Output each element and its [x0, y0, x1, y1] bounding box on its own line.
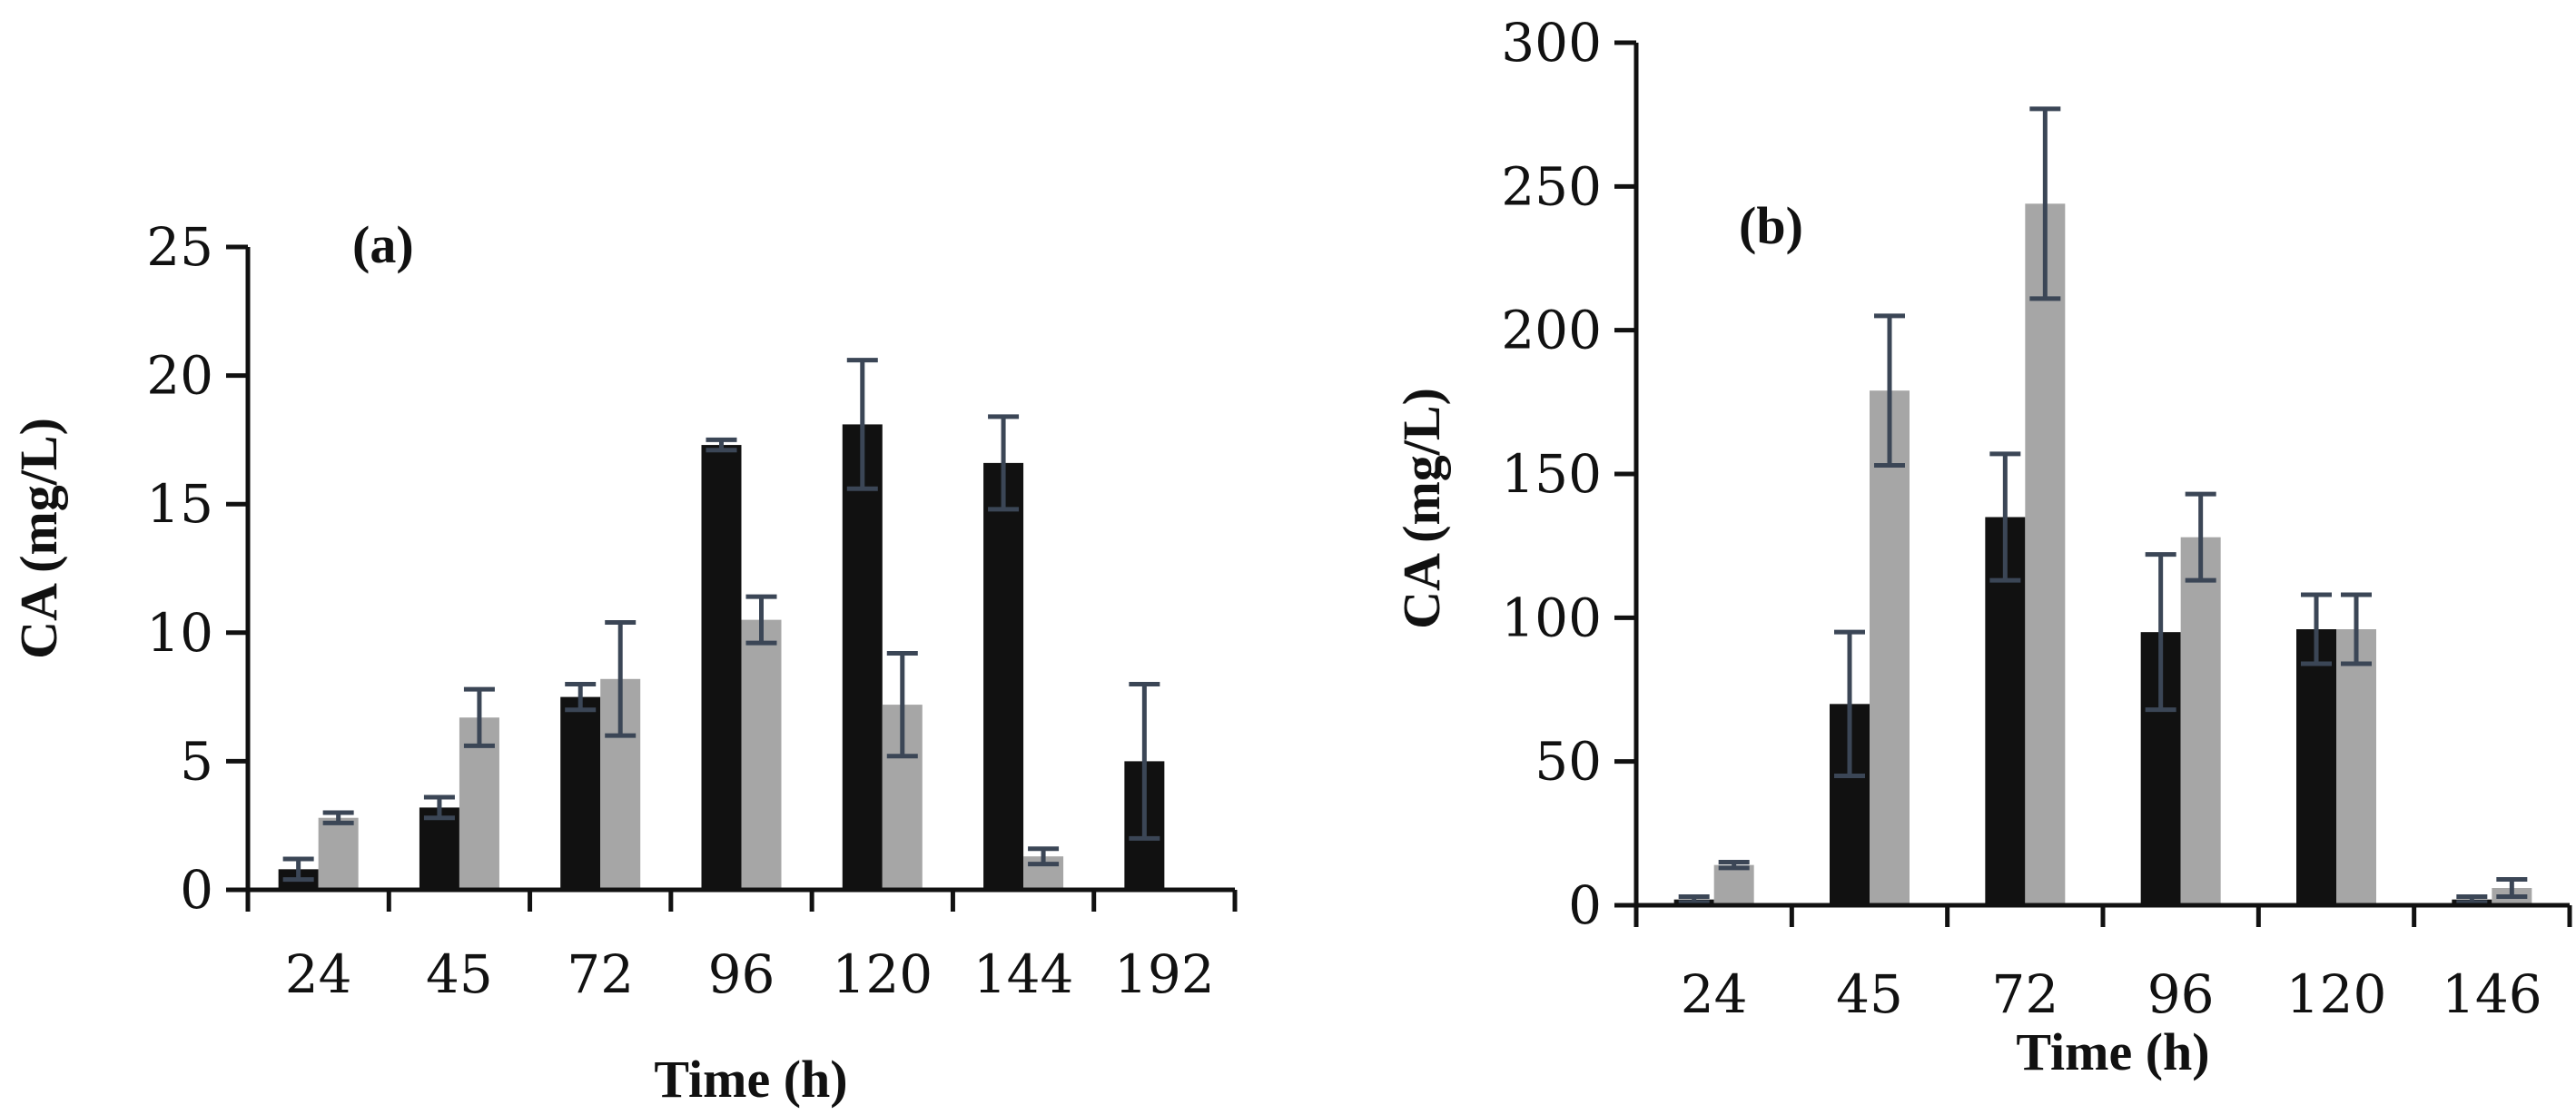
panel-a-y-tick-label: 0 — [180, 859, 213, 921]
panel-a-error-bar-series-2-24 — [322, 810, 354, 825]
panel-b-error-bar-series-2-45 — [1874, 313, 1905, 468]
panel-a-bar-series-1-144 — [983, 462, 1024, 890]
panel-a-bar-series-1-120 — [842, 424, 883, 891]
panel-b-y-axis-title: CA (mg/L) — [1392, 388, 1451, 629]
panel-a-x-tick-label-24: 24 — [285, 943, 352, 1005]
panel-b-error-bar-series-2-24 — [1718, 860, 1750, 871]
panel-a-bars — [278, 424, 1165, 891]
panel-b-y-ticks: 0 50 100 150 200 250 300 — [1501, 12, 1636, 936]
panel-a-x-tick-label-72: 72 — [567, 943, 634, 1005]
panel-b-x-tick-label-96: 96 — [2147, 963, 2215, 1025]
panel-a-y-axis-title: CA (mg/L) — [9, 418, 68, 659]
panel-a-x-axis-title: Time (h) — [654, 1050, 847, 1109]
panel-a-y-tick-label: 20 — [146, 345, 213, 407]
panel-b-error-bar-series-2-96 — [2185, 491, 2216, 583]
panel-a-bar-series-2-96 — [741, 619, 782, 890]
panel-b-bar-series-2-96 — [2180, 537, 2221, 905]
panel-b-axes — [1633, 43, 2570, 908]
chart-panel-a: (a) CA (mg/L) Time (h) 0 5 10 15 20 25 24 45 72… — [9, 215, 1238, 1109]
panel-b-error-bars — [1678, 106, 2528, 905]
panel-b-error-bar-series-2-120 — [2341, 592, 2372, 666]
panel-a-error-bar-series-1-24 — [282, 856, 314, 883]
panel-b-error-bar-series-1-45 — [1834, 629, 1865, 778]
panel-b-x-tick-label-24: 24 — [1681, 963, 1748, 1025]
panel-a-error-bar-series-2-96 — [745, 594, 777, 646]
panel-b-bar-series-2-45 — [1870, 390, 1910, 906]
panel-a-y-tick-label: 15 — [146, 473, 213, 535]
panel-a-label: (a) — [352, 215, 414, 274]
panel-a-error-bar-series-1-144 — [988, 414, 1020, 512]
panel-b-error-bar-series-1-96 — [2145, 552, 2176, 713]
panel-a-x-tick-label-120: 120 — [832, 943, 933, 1005]
panel-a-error-bars — [282, 358, 1160, 883]
chart-panel-b: (b) CA (mg/L) Time (h) 0 50 100 150 200 250 30… — [1392, 12, 2572, 1081]
panel-b-y-tick-label: 200 — [1501, 300, 1602, 361]
panel-b-y-tick-label: 150 — [1501, 443, 1602, 505]
panel-b-x-axis-title: Time (h) — [2016, 1022, 2209, 1081]
panel-a-error-bar-series-2-120 — [886, 650, 918, 759]
panel-b-x-tick-label-120: 120 — [2286, 963, 2387, 1025]
panel-a-y-tick-label: 25 — [146, 216, 213, 278]
panel-a-y-ticks: 0 5 10 15 20 25 — [146, 216, 248, 921]
panel-a-error-bar-series-1-192 — [1129, 681, 1160, 841]
panel-b-error-bar-series-2-146 — [2496, 877, 2528, 899]
panel-a-error-bar-series-2-45 — [463, 686, 495, 748]
panel-a-bar-series-1-96 — [701, 445, 742, 890]
panel-a-x-tick-label-96: 96 — [708, 943, 775, 1005]
panel-b-x-tick-label-45: 45 — [1836, 963, 1903, 1025]
panel-b-error-bar-series-1-146 — [2456, 894, 2488, 905]
panel-a-y-tick-label: 5 — [180, 730, 213, 792]
panel-a-error-bar-series-2-144 — [1028, 846, 1060, 867]
panel-b-bar-series-2-120 — [2336, 629, 2376, 905]
panel-b-x-tick-label-72: 72 — [1991, 963, 2058, 1025]
panel-b-error-bar-series-1-72 — [1989, 451, 2021, 583]
panel-b-x-tick-label-146: 146 — [2442, 963, 2542, 1025]
panel-b-error-bar-series-2-72 — [2029, 106, 2061, 301]
panel-a-bar-series-1-45 — [419, 807, 459, 890]
panel-a-bar-series-2-24 — [318, 817, 359, 890]
panel-b-y-tick-label: 50 — [1535, 731, 1602, 793]
panel-b-bar-series-2-24 — [1713, 864, 1754, 905]
panel-b-x-ticks: 24 45 72 96 120 146 — [1633, 905, 2572, 1025]
panel-b-y-tick-label: 250 — [1501, 155, 1602, 217]
panel-a-x-tick-label-144: 144 — [973, 943, 1074, 1005]
panel-b-label: (b) — [1739, 196, 1803, 255]
panel-a-y-tick-label: 10 — [146, 602, 213, 664]
panel-a-error-bar-series-2-72 — [605, 619, 637, 738]
panel-b-bar-series-1-120 — [2296, 629, 2336, 905]
panel-b-y-tick-label: 300 — [1501, 12, 1602, 74]
panel-b-y-tick-label: 100 — [1501, 587, 1602, 648]
panel-a-error-bar-series-1-72 — [565, 681, 597, 713]
panel-b-bar-series-2-72 — [2025, 203, 2066, 906]
panel-a-bar-series-1-72 — [560, 696, 601, 890]
panel-b-error-bar-series-1-24 — [1678, 894, 1710, 905]
panel-b-error-bar-series-1-120 — [2301, 592, 2332, 666]
panel-a-x-tick-label-45: 45 — [426, 943, 493, 1005]
panel-a-axes — [245, 247, 1235, 893]
panel-a-error-bar-series-1-120 — [846, 358, 878, 491]
panel-a-x-tick-label-192: 192 — [1114, 943, 1215, 1005]
panel-a-error-bar-series-1-45 — [423, 794, 455, 821]
panel-b-bars — [1673, 203, 2532, 906]
panel-a-error-bar-series-1-96 — [706, 437, 737, 453]
panel-a-x-ticks: 24 45 72 96 120 144 192 — [245, 890, 1238, 1005]
panel-b-y-tick-label: 0 — [1568, 874, 1602, 936]
